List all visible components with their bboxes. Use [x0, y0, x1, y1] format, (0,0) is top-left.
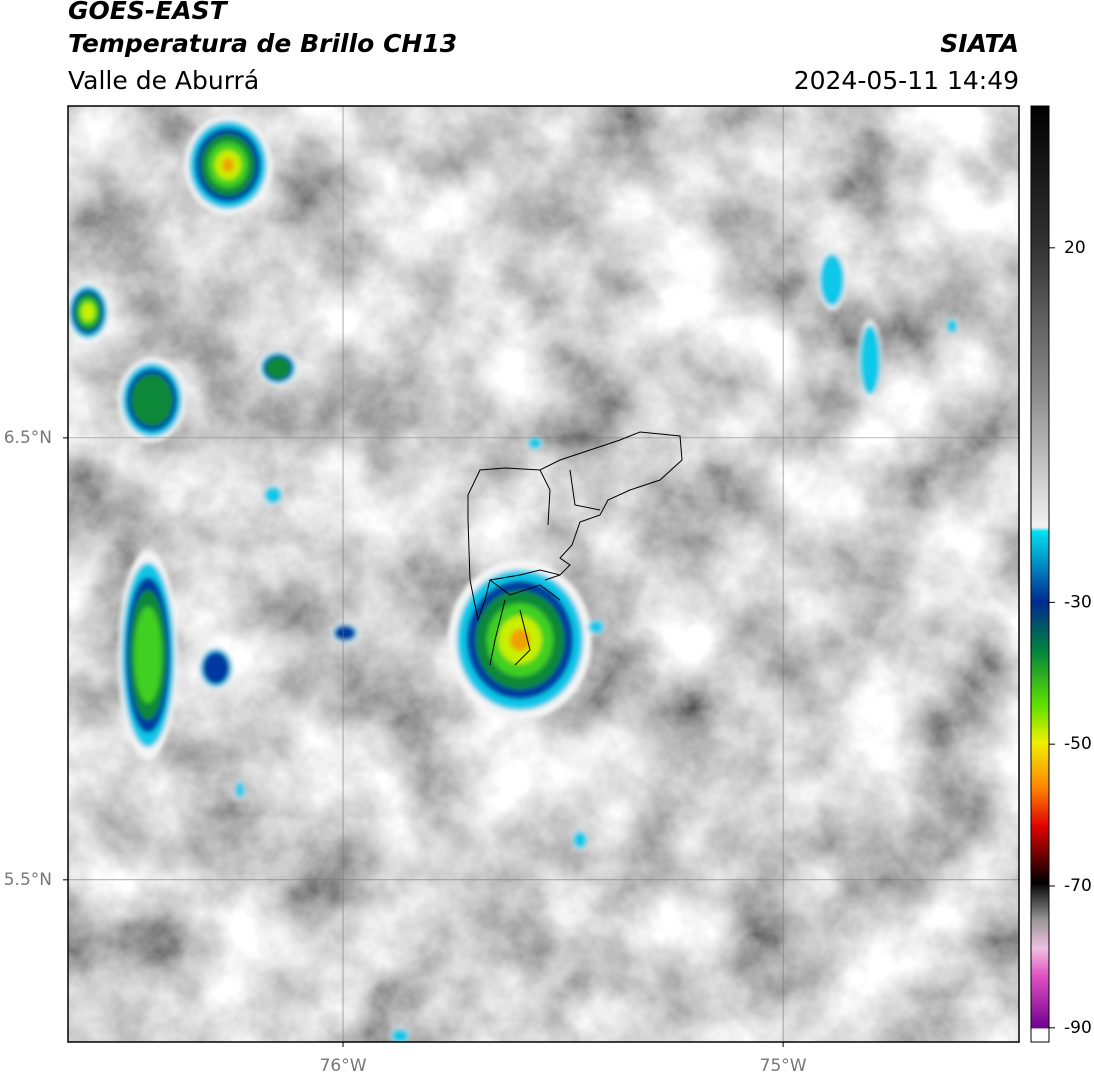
- storm-cell: [264, 486, 282, 504]
- grid: [68, 106, 1019, 1042]
- datetime: 2024-05-11 14:49: [794, 66, 1019, 95]
- storm-cell: [221, 158, 235, 172]
- colorbar-tick-label: -50: [1064, 734, 1092, 754]
- storm-cell: [527, 436, 543, 450]
- storm-cell: [334, 625, 356, 641]
- storm-cell: [134, 606, 162, 704]
- y-tick-label: 6.5°N: [4, 428, 52, 448]
- map-frame: [67, 105, 1020, 1043]
- storm-cell: [235, 781, 245, 799]
- storm-cell: [509, 628, 531, 652]
- storm-cell: [946, 318, 958, 334]
- brand: SIATA: [940, 29, 1019, 58]
- colorbar-tick-label: -30: [1064, 592, 1092, 612]
- region: Valle de Aburrá: [68, 66, 259, 95]
- storm-cell: [265, 356, 291, 380]
- municipal-boundaries: [467, 431, 683, 666]
- storms: [68, 115, 958, 1042]
- x-tick-label: 76°W: [320, 1056, 367, 1076]
- storm-cell: [81, 303, 95, 321]
- x-tick-label: 75°W: [760, 1056, 807, 1076]
- storm-cell: [572, 831, 588, 849]
- map-image: [68, 106, 1019, 1042]
- y-tick-label: 5.5°N: [4, 870, 52, 890]
- title: Temperatura de Brillo CH13: [68, 29, 457, 58]
- storm-cell: [859, 324, 881, 396]
- colorbar: [1030, 105, 1050, 1043]
- storm-cell: [130, 373, 174, 427]
- colorbar-tick-label: -90: [1064, 1018, 1092, 1038]
- storm-cell: [202, 651, 230, 685]
- colorbar-tick-label: 20: [1064, 238, 1086, 258]
- storm-cell: [391, 1028, 409, 1042]
- storm-cell: [588, 619, 604, 635]
- colorbar-tick-label: -70: [1064, 876, 1092, 896]
- storm-cell: [819, 253, 845, 307]
- source: GOES-EAST: [68, 0, 229, 25]
